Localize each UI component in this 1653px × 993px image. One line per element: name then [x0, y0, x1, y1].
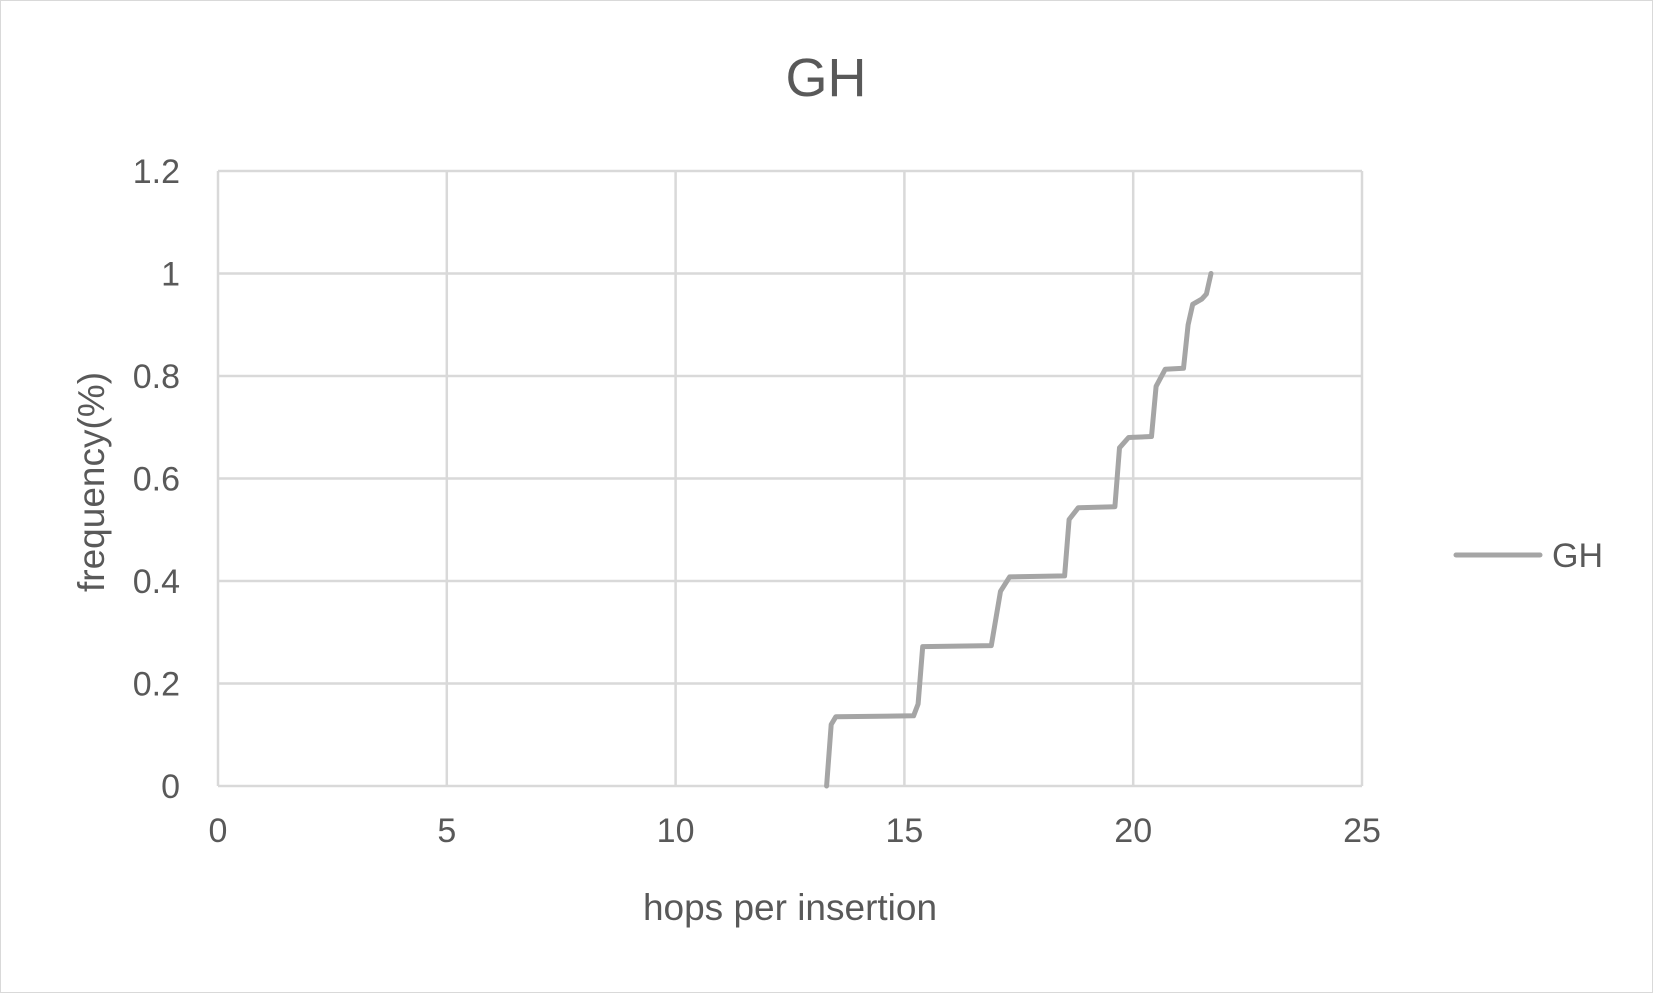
y-axis-title: frequency(%)	[71, 372, 112, 592]
chart-title: GH	[786, 48, 867, 108]
y-axis-tick-labels: 0 0.2 0.4 0.6 0.8 1 1.2	[133, 153, 180, 806]
x-axis-tick-labels: 0 5 10 15 20 25	[209, 812, 1381, 850]
x-tick-label: 5	[437, 812, 456, 850]
y-tick-label: 0.6	[133, 461, 180, 499]
y-tick-label: 0	[161, 768, 180, 806]
series-line-gh	[824, 271, 1214, 789]
x-tick-label: 0	[209, 812, 228, 850]
horizontal-gridlines	[218, 169, 1362, 788]
legend-label-gh: GH	[1552, 537, 1603, 575]
x-tick-label: 15	[885, 812, 923, 850]
y-tick-label: 0.4	[133, 563, 180, 601]
x-tick-label: 10	[657, 812, 695, 850]
y-tick-label: 0.8	[133, 358, 180, 396]
x-axis-title: hops per insertion	[643, 887, 937, 928]
gridlines-group	[216, 169, 1364, 788]
y-tick-label: 1	[161, 256, 180, 294]
vertical-gridlines	[216, 171, 1364, 786]
x-tick-label: 25	[1343, 812, 1381, 850]
legend: GH	[1453, 537, 1603, 575]
x-tick-label: 20	[1114, 812, 1152, 850]
y-tick-label: 1.2	[133, 153, 180, 191]
y-tick-label: 0.2	[133, 666, 180, 704]
